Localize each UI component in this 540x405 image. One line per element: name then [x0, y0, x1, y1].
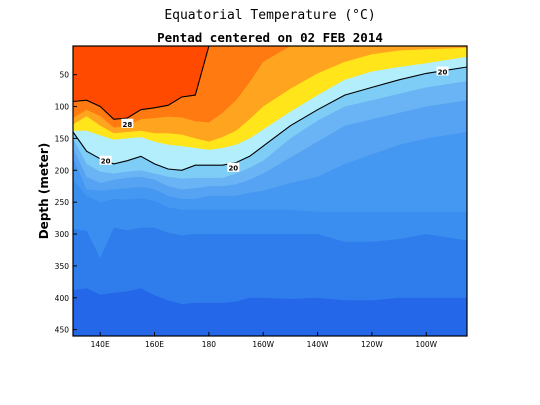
plot-frame: [72, 45, 468, 337]
contour-label-bg: [227, 162, 240, 172]
contour-label-bg: [436, 66, 449, 76]
y-axis-title: Depth (meter): [37, 143, 51, 240]
x-tick-label: 160E: [145, 340, 164, 349]
band-6_8: [73, 288, 467, 336]
contour-label-bg: [99, 155, 112, 165]
contour-label-20: 20: [438, 68, 448, 76]
contour-labels: 28 20 20 20: [99, 66, 449, 173]
isotherm-28-line: [73, 46, 467, 120]
x-tick-label: 140W: [307, 340, 329, 349]
y-tick-label: 50: [59, 71, 69, 80]
y-tick-label: 250: [55, 198, 70, 207]
chart-subtitle: Pentad centered on 02 FEB 2014: [157, 30, 383, 45]
y-tick-label: 450: [55, 326, 70, 335]
contour-label-20: 20: [101, 158, 111, 166]
y-tick-label: 400: [55, 294, 70, 303]
y-tick-label: 350: [55, 262, 70, 271]
contour-label-bg: [121, 118, 134, 128]
contour-label-28: 28: [122, 121, 132, 129]
x-tick-label: 100W: [415, 340, 437, 349]
x-tick-label: 140E: [91, 340, 110, 349]
isotherm-20-line: [73, 66, 467, 171]
contour-label-20: 20: [228, 165, 238, 173]
x-axis: 140E 160E 180 160W 140W 120W 100W: [91, 332, 438, 349]
x-tick-label: 160W: [252, 340, 274, 349]
temperature-fill-layers: [73, 46, 467, 336]
isotherm-lines: [73, 46, 467, 171]
chart-title: Equatorial Temperature (°C): [164, 8, 376, 23]
y-tick-label: 300: [55, 230, 70, 239]
y-tick-label: 100: [55, 103, 70, 112]
y-tick-label: 200: [55, 166, 70, 175]
x-tick-label: 120W: [361, 340, 383, 349]
y-tick-label: 150: [55, 134, 70, 143]
x-tick-label: 180: [202, 340, 217, 349]
y-axis: 50 100 150 200 250 300 350 400 450: [55, 71, 77, 335]
